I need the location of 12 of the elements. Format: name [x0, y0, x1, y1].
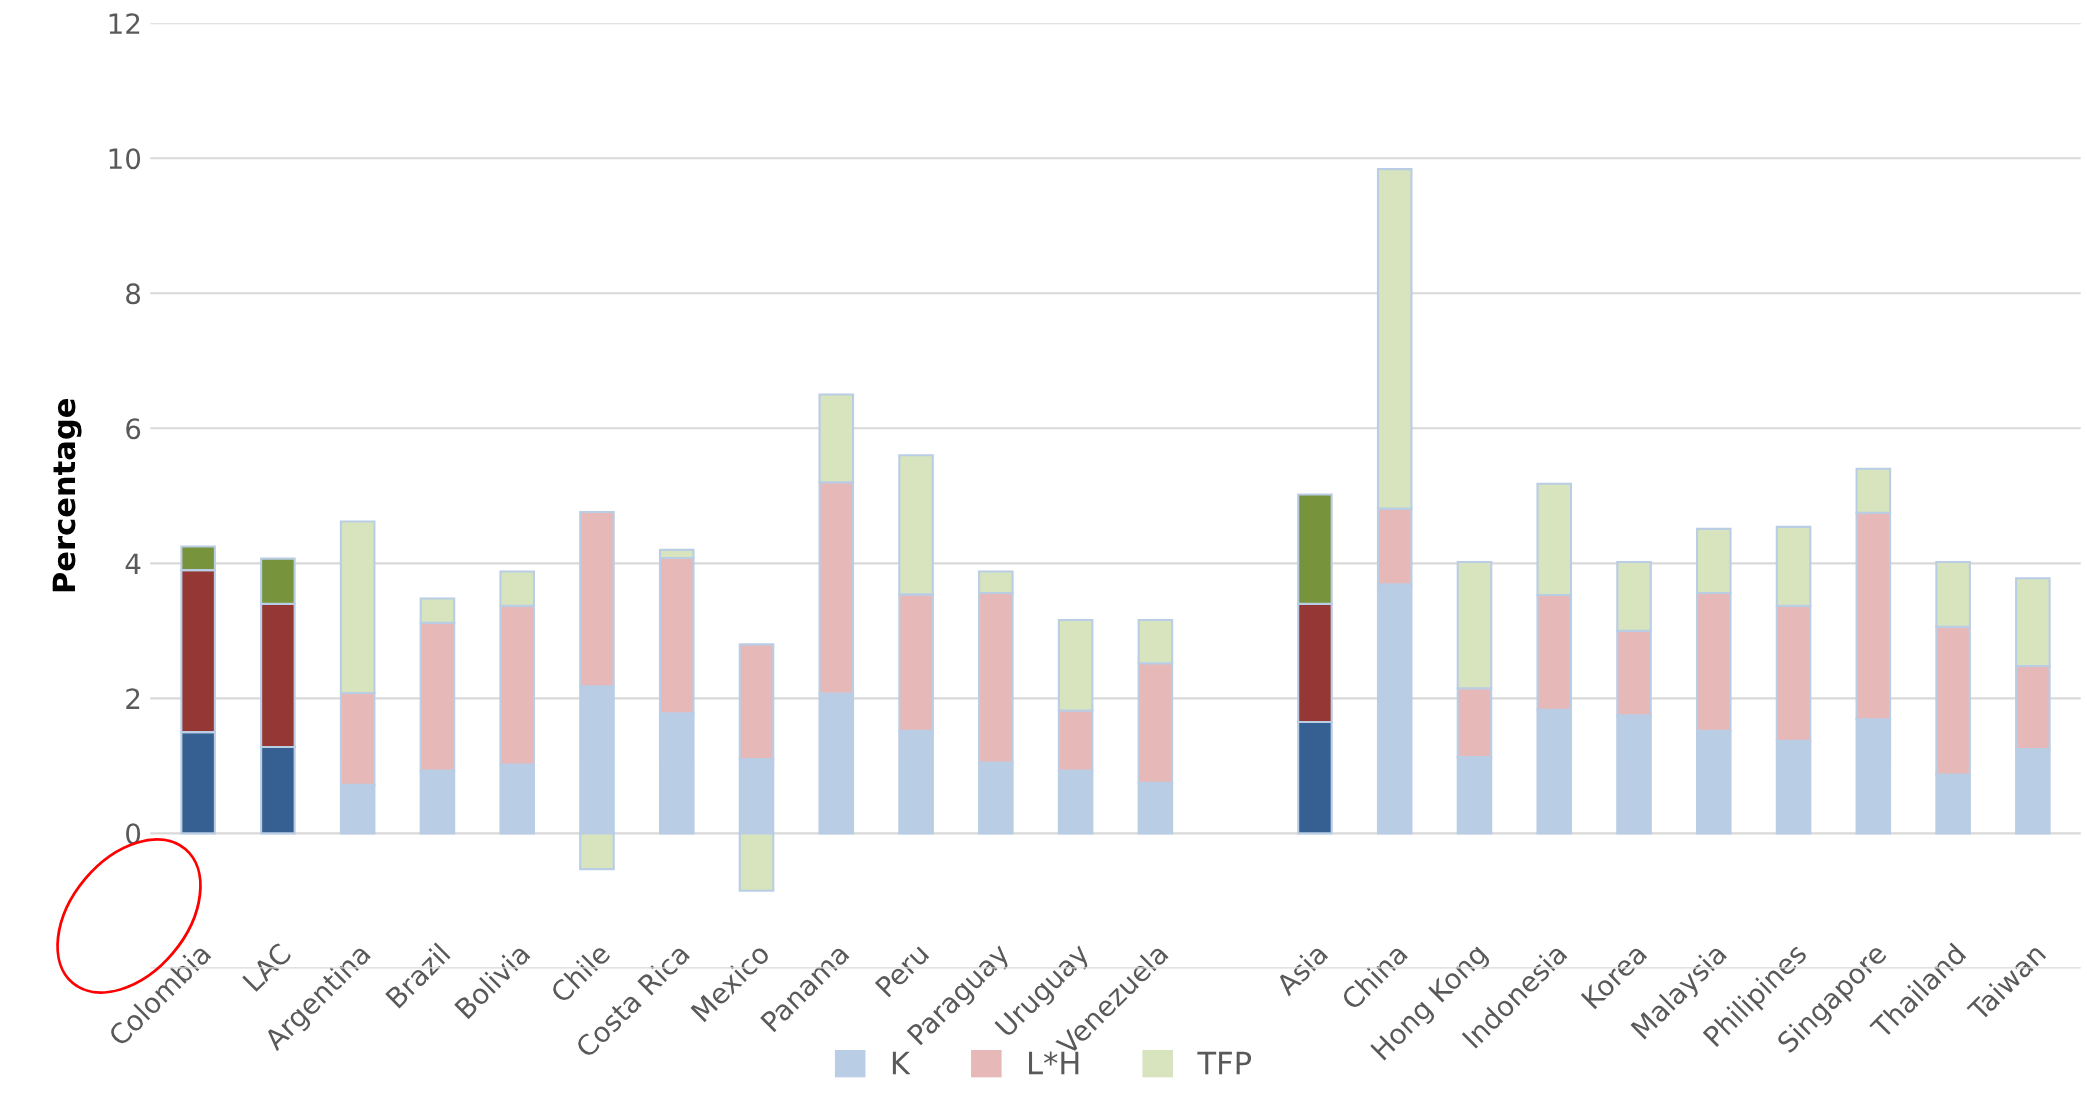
x-tick-label: Asia: [1273, 942, 1329, 997]
y-tick-label: 10: [109, 148, 141, 170]
y-tick-label: 6: [126, 418, 141, 440]
legend-label: TFP: [1197, 1051, 1252, 1075]
y-tick-label: 8: [126, 283, 141, 305]
y-tick-label: 4: [125, 553, 141, 574]
y-axis-title: Percentage: [52, 399, 82, 592]
y-tick-label: 2: [126, 688, 140, 709]
y-tick-label: 0: [126, 823, 141, 845]
y-tick-label: 12: [109, 13, 140, 34]
legend-label: K: [892, 1051, 911, 1075]
legend-label: L*H: [1029, 1051, 1079, 1075]
